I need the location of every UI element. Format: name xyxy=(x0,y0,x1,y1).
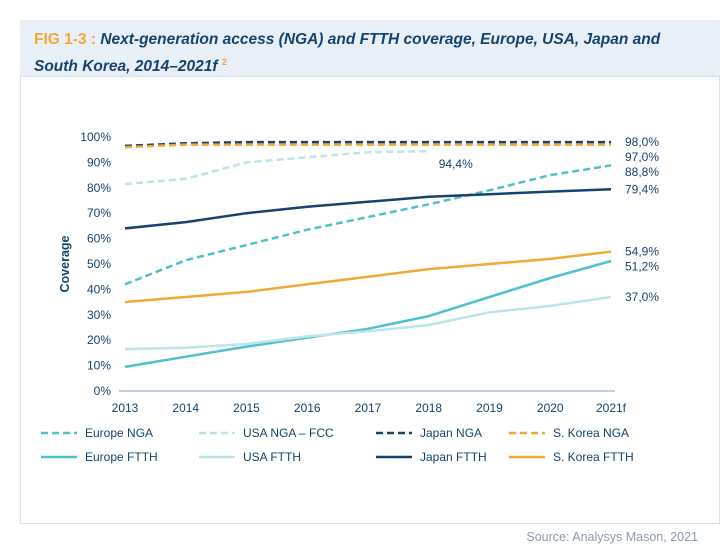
legend-label: S. Korea NGA xyxy=(553,426,629,440)
y-tick-label: 40% xyxy=(87,282,111,296)
legend-label: Japan NGA xyxy=(420,426,482,440)
source-note: Source: Analysys Mason, 2021 xyxy=(526,530,698,544)
legend-label: Europe NGA xyxy=(85,426,153,440)
x-axis-ticks: 2013 2014 2015 2016 2017 2018 2019 2020 2021f xyxy=(112,390,627,415)
y-tick-label: 0% xyxy=(94,384,112,398)
y-tick-label: 70% xyxy=(87,206,111,220)
figure-title-text: Next-generation access (NGA) and FTTH co… xyxy=(34,31,661,76)
series-line-s-korea-nga xyxy=(124,143,611,149)
y-tick-label: 100% xyxy=(80,130,111,144)
series-line-usa-nga-fcc xyxy=(124,149,429,186)
chart-series xyxy=(124,140,612,369)
end-data-label: 97,0% xyxy=(625,150,659,164)
chart-title: FIG 1-3 : Next-generation access (NGA) a… xyxy=(34,28,704,78)
end-data-label: 54,9% xyxy=(625,245,659,259)
y-tick-label: 80% xyxy=(87,181,111,195)
end-data-label: 98,0% xyxy=(625,135,659,149)
legend-label: Japan FTTH xyxy=(420,450,487,464)
x-tick-label: 2019 xyxy=(476,401,503,415)
x-tick-label: 2016 xyxy=(294,401,321,415)
y-tick-label: 60% xyxy=(87,232,111,246)
x-tick-label: 2013 xyxy=(112,401,139,415)
x-tick-label: 2015 xyxy=(233,401,260,415)
legend-label: USA FTTH xyxy=(243,450,301,464)
line-chart: 0% 10% 20% 30% 40% 50% 60% 70% 80% 90% 100% Coverag… xyxy=(41,130,660,464)
series-line-europe-ftth xyxy=(124,259,612,369)
x-tick-label: 2014 xyxy=(172,401,199,415)
series-line-usa-ftth xyxy=(124,295,612,351)
legend-label: USA NGA – FCC xyxy=(243,426,334,440)
y-tick-label: 50% xyxy=(87,257,111,271)
footnote-marker: 2 xyxy=(221,57,227,67)
y-tick-label: 90% xyxy=(87,155,111,169)
end-data-label: 37,0% xyxy=(625,290,659,304)
series-line-europe-nga xyxy=(124,164,612,286)
end-data-label: 88,8% xyxy=(625,165,659,179)
y-axis-ticks: 0% 10% 20% 30% 40% 50% 60% 70% 80% 90% 100% Coverag… xyxy=(58,130,111,398)
figure-number: FIG 1-3 : xyxy=(34,31,97,48)
legend-label: Europe FTTH xyxy=(85,450,158,464)
chart-legend: Europe NGA USA NGA – FCC Japan NGA S. Korea… xyxy=(41,426,634,464)
chart-panel: 0% 10% 20% 30% 40% 50% 60% 70% 80% 90% 100% Coverag… xyxy=(20,76,720,524)
data-labels: 98,0%97,0%88,8% 79,4% 54,9%51,2% 37,0% 94,4% xyxy=(439,135,660,304)
x-tick-label: 2018 xyxy=(415,401,442,415)
end-data-label: 79,4% xyxy=(625,182,659,196)
point-data-label: 94,4% xyxy=(439,157,473,171)
y-tick-label: 30% xyxy=(87,308,111,322)
end-data-label: 51,2% xyxy=(625,260,659,274)
x-tick-label: 2021f xyxy=(596,401,627,415)
legend-label: S. Korea FTTH xyxy=(553,450,634,464)
y-axis-title: Coverage xyxy=(58,235,72,292)
series-line-japan-ftth xyxy=(124,188,612,230)
y-tick-label: 10% xyxy=(87,359,111,373)
series-line-japan-nga xyxy=(124,140,611,148)
figure-header: FIG 1-3 : Next-generation access (NGA) a… xyxy=(20,20,720,76)
x-tick-label: 2017 xyxy=(355,401,382,415)
x-tick-label: 2020 xyxy=(537,401,564,415)
series-line-s-korea-ftth xyxy=(124,250,612,304)
y-tick-label: 20% xyxy=(87,333,111,347)
